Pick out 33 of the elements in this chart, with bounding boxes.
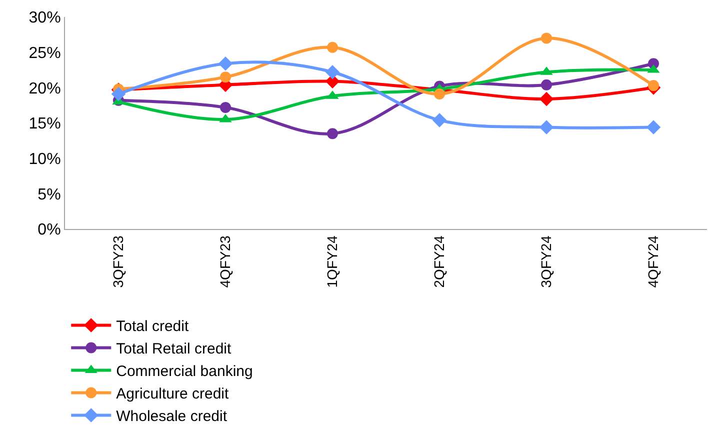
y-tick-label: 30% [28,10,61,27]
x-tick-label: 4QFY23 [217,235,234,288]
x-tick-label: 3QFY24 [538,235,554,288]
point [434,88,445,100]
x-tick-label: 4QFY24 [645,235,662,288]
legend-label: Agriculture credit [116,386,230,403]
point [325,64,340,80]
point [646,120,661,134]
point [648,80,659,92]
y-tick-label: 5% [38,186,61,204]
x-tick-label: 1QFY24 [324,235,340,288]
y-tick-label: 0% [38,222,61,239]
legend-label: Wholesale credit [116,408,228,426]
point [541,32,552,44]
x-tick-label: 3QFY23 [110,235,126,288]
point [541,79,552,90]
legend-label: Total Retail credit [116,340,232,358]
x-tick-label: 2QFY24 [431,235,448,288]
point [218,56,233,71]
point [220,102,231,113]
point [539,120,554,134]
point [220,72,231,83]
y-tick-label: 25% [28,44,61,62]
point [327,42,338,53]
legend-label: Total credit [116,318,190,336]
point [432,113,447,128]
legend-label: Commercial banking [116,363,253,380]
y-tick-label: 15% [28,116,61,133]
point [327,128,338,140]
y-tick-label: 20% [28,80,61,98]
point [539,92,554,106]
y-tick-label: 10% [28,150,61,168]
point [111,86,126,102]
